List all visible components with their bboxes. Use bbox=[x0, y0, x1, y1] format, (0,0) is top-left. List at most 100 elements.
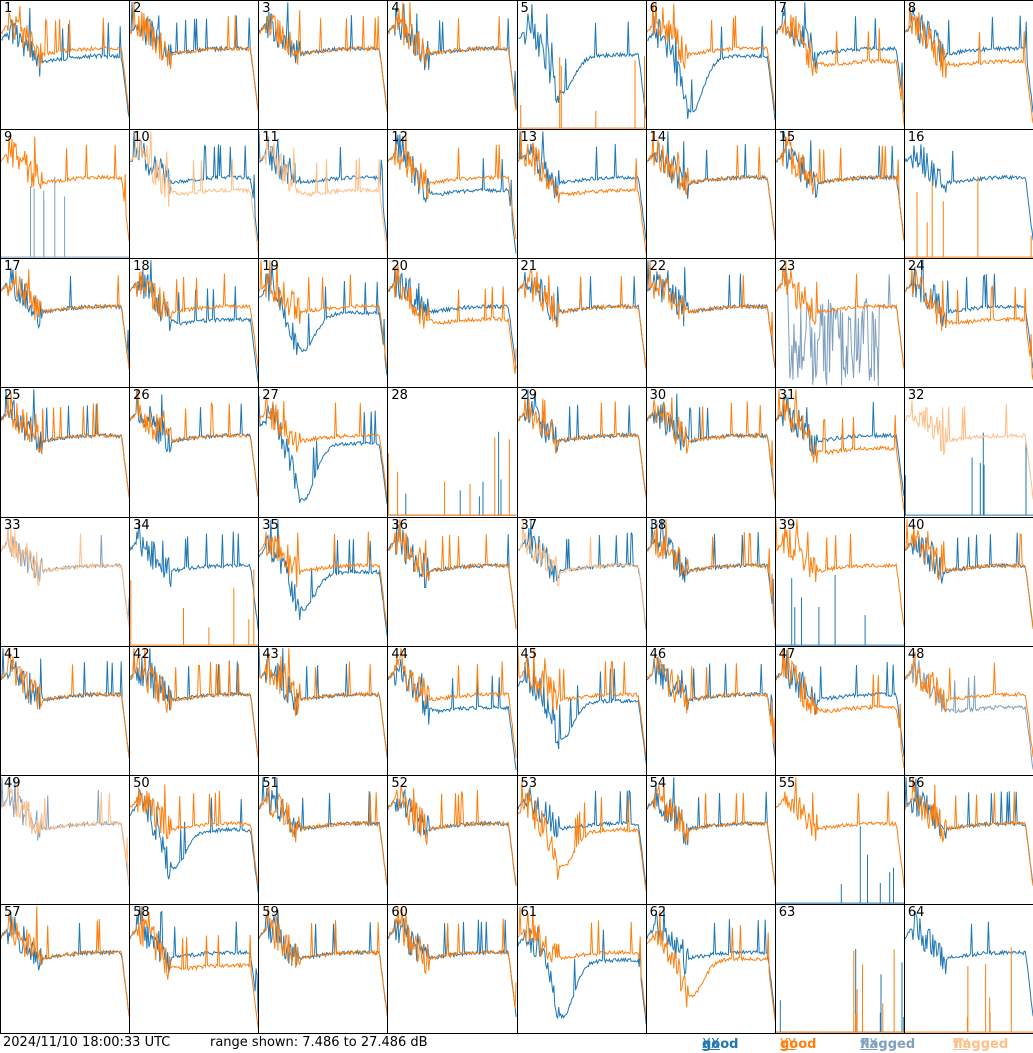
panel-plot bbox=[775, 518, 904, 646]
series-yy bbox=[646, 2, 775, 111]
antenna-panel: 35 bbox=[258, 516, 389, 647]
series-xx bbox=[259, 910, 388, 1014]
panel-label: 16 bbox=[907, 130, 925, 146]
panel-plot bbox=[259, 2, 388, 113]
antenna-panel: 39 bbox=[774, 516, 905, 647]
antenna-panel: 31 bbox=[774, 387, 905, 518]
series-xx bbox=[130, 520, 259, 630]
panel-label: 26 bbox=[133, 388, 150, 404]
panel-label: 19 bbox=[262, 259, 279, 275]
series-xx bbox=[130, 260, 259, 383]
panel-plot bbox=[1, 777, 130, 886]
panel-plot bbox=[904, 518, 1033, 629]
series-yy bbox=[388, 647, 517, 758]
antenna-panel: 9 bbox=[0, 129, 131, 260]
antenna-panel: 1 bbox=[0, 0, 131, 131]
panel-label: 41 bbox=[4, 646, 21, 662]
panel-label: 47 bbox=[778, 646, 796, 662]
series-xx bbox=[904, 432, 1033, 516]
series-xx bbox=[388, 269, 517, 370]
panel-plot bbox=[904, 260, 1033, 381]
panel-plot bbox=[517, 389, 646, 499]
panel-plot bbox=[775, 777, 904, 904]
panel-plot bbox=[1, 647, 130, 758]
antenna-panel: 40 bbox=[903, 516, 1033, 647]
panel-plot bbox=[775, 260, 904, 387]
panel-label: 50 bbox=[133, 775, 150, 791]
series-yy bbox=[646, 778, 775, 886]
series-yy bbox=[1, 647, 130, 756]
series-xx bbox=[259, 131, 388, 242]
series-xx bbox=[259, 647, 388, 758]
series-yy bbox=[775, 260, 904, 370]
antenna-panel: 15 bbox=[774, 129, 905, 260]
series-yy bbox=[775, 131, 904, 241]
panel-label: 1 bbox=[4, 1, 13, 16]
panel-label: 55 bbox=[778, 775, 796, 791]
panel-plot bbox=[388, 264, 517, 375]
antenna-panel: 60 bbox=[387, 903, 518, 1034]
series-yy bbox=[259, 397, 388, 499]
panel-label: 33 bbox=[4, 517, 21, 533]
panel-plot bbox=[517, 518, 646, 629]
panel-plot bbox=[259, 777, 388, 886]
panel-label: 5 bbox=[520, 1, 529, 16]
panel-label: 13 bbox=[520, 130, 538, 146]
series-yy bbox=[130, 389, 259, 497]
antenna-panel: 55 bbox=[774, 774, 905, 905]
antenna-panel: 52 bbox=[387, 774, 518, 905]
panel-plot bbox=[259, 396, 388, 505]
antenna-panel: 22 bbox=[645, 258, 776, 389]
panel-plot bbox=[388, 786, 517, 886]
panel-plot bbox=[388, 131, 517, 254]
series-yy bbox=[259, 785, 388, 885]
panel-label: 21 bbox=[520, 259, 538, 275]
panel-label: 23 bbox=[778, 259, 796, 275]
series-xx bbox=[388, 432, 517, 516]
antenna-panel: 48 bbox=[903, 645, 1033, 776]
series-xx bbox=[388, 658, 517, 770]
antenna-panel: 63 bbox=[774, 903, 905, 1034]
panel-plot bbox=[130, 389, 259, 498]
panel-label: 2 bbox=[133, 1, 142, 16]
antenna-panel: 37 bbox=[516, 516, 647, 647]
series-yy bbox=[259, 10, 388, 113]
panel-label: 25 bbox=[4, 388, 21, 404]
antenna-panel: 53 bbox=[516, 774, 647, 905]
series-yy bbox=[259, 906, 388, 1017]
series-yy bbox=[130, 130, 259, 253]
panel-plot bbox=[130, 906, 259, 1028]
panel-label: 43 bbox=[262, 646, 279, 662]
antenna-panel: 3 bbox=[258, 0, 389, 131]
series-xx bbox=[646, 906, 775, 1017]
antenna-panel: 43 bbox=[258, 645, 389, 776]
series-yy bbox=[775, 518, 904, 627]
series-yy bbox=[388, 2, 517, 111]
series-yy bbox=[904, 267, 1033, 381]
series-xx bbox=[646, 393, 775, 497]
panel-plot bbox=[646, 131, 775, 241]
series-xx bbox=[646, 260, 775, 369]
antenna-panel: 28 bbox=[387, 387, 518, 518]
series-yy bbox=[259, 647, 388, 756]
series-yy bbox=[646, 653, 775, 758]
series-xx bbox=[517, 518, 646, 629]
antenna-panel: 5 bbox=[516, 0, 647, 131]
panel-label: 31 bbox=[778, 388, 796, 404]
series-xx bbox=[775, 825, 904, 904]
series-xx bbox=[517, 272, 646, 369]
panel-label: 52 bbox=[391, 775, 408, 791]
antenna-panel: 26 bbox=[129, 387, 260, 518]
series-yy bbox=[1, 6, 130, 113]
panel-label: 14 bbox=[649, 130, 667, 146]
series-yy bbox=[904, 518, 1033, 629]
panel-label: 63 bbox=[778, 904, 796, 920]
panel-plot bbox=[904, 2, 1033, 124]
panel-plot bbox=[775, 2, 904, 126]
antenna-panel: 7 bbox=[774, 0, 905, 131]
panel-plot bbox=[388, 906, 517, 1017]
series-yy bbox=[517, 399, 646, 499]
panel-label: 32 bbox=[907, 388, 925, 404]
antenna-panel: 57 bbox=[0, 903, 131, 1034]
panel-plot bbox=[904, 400, 1033, 516]
